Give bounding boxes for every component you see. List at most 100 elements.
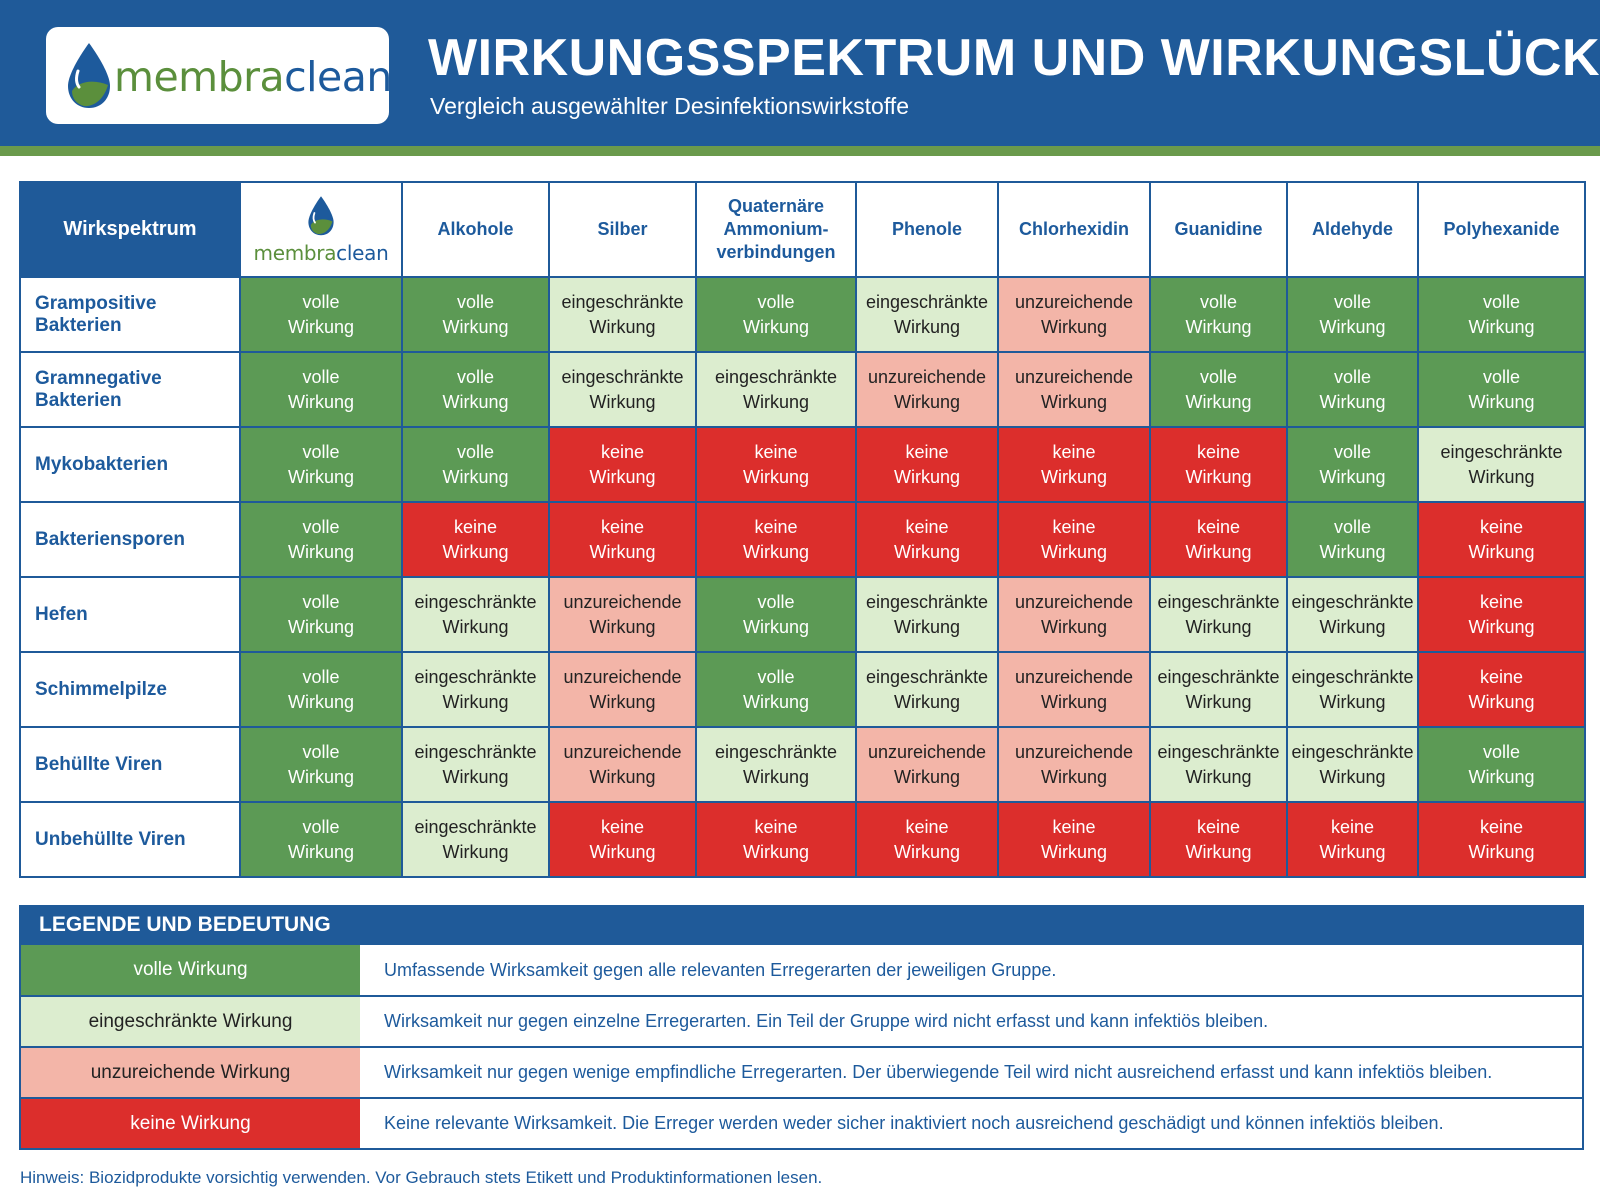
effect-cell-text: eingeschränkte — [1157, 591, 1280, 612]
effect-cell-text: Wirkung — [1468, 841, 1535, 862]
effect-cell-text: eingeschränkte — [865, 666, 989, 687]
effect-cell-limited: eingeschränkte Wirkung — [1149, 576, 1288, 653]
effect-cell-text: Wirkung — [1185, 616, 1252, 637]
effect-cell-limited: eingeschränkte Wirkung — [548, 351, 697, 428]
legend-swatch-full: volle Wirkung — [20, 945, 360, 997]
effect-cell-text: volle — [1333, 516, 1372, 537]
effect-cell-full: volle Wirkung — [1417, 351, 1586, 428]
effect-cell-text: Wirkung — [1040, 466, 1107, 487]
matrix-row: Grampositive Bakterien volle Wirkung volle W… — [19, 276, 1586, 353]
effect-cell-full: volle Wirkung — [239, 651, 403, 728]
effect-cell-text: Wirkung — [1040, 391, 1107, 412]
effect-cell-insufficient: unzureichende Wirkung — [855, 351, 999, 428]
effect-cell-text: Wirkung — [1185, 316, 1252, 337]
effect-cell-text: Wirkung — [893, 616, 960, 637]
effect-cell-text: keine — [453, 516, 498, 537]
effect-cell-insufficient: unzureichende Wirkung — [997, 276, 1151, 353]
effect-cell-text: Wirkung — [742, 616, 809, 637]
effect-cell-none: keine Wirkung — [548, 501, 697, 578]
effect-cell-text: Wirkung — [1468, 391, 1535, 412]
column-header-membraclean: membraclean — [239, 181, 403, 278]
spectrum-matrix: Wirkspektrum membraclean Alkohole Silber… — [19, 181, 1586, 878]
effect-cell-text: keine — [1196, 816, 1241, 837]
legend-description: Umfassende Wirksamkeit gegen alle releva… — [360, 945, 1583, 997]
effect-cell-text: Wirkung — [742, 316, 809, 337]
effect-cell-full: volle Wirkung — [1286, 426, 1419, 503]
column-logo-wordmark: membraclean — [253, 240, 389, 265]
effect-cell-limited: eingeschränkte Wirkung — [1149, 726, 1288, 803]
matrix-row: Bakteriensporen volle Wirkung keine Wirkung k… — [19, 501, 1586, 578]
effect-cell-text: unzureichende — [1014, 291, 1134, 312]
corner-header: Wirkspektrum — [19, 181, 241, 278]
effect-cell-none: keine Wirkung — [1149, 801, 1288, 878]
effect-cell-text: keine — [905, 441, 949, 462]
effect-cell-text: Wirkung — [893, 316, 960, 337]
effect-cell-text: Wirkung — [1319, 316, 1386, 337]
column-header-quats: Quaternäre Ammonium- verbindungen — [695, 181, 857, 278]
effect-cell-text: Wirkung — [742, 466, 809, 487]
effect-cell-limited: eingeschränkte Wirkung — [1286, 651, 1419, 728]
effect-cell-text: volle — [1199, 291, 1238, 312]
row-header: Behüllte Viren — [19, 726, 241, 803]
effect-cell-text: Wirkung — [589, 616, 656, 637]
effect-cell-text: Wirkung — [1319, 841, 1386, 862]
effect-cell-full: volle Wirkung — [695, 651, 857, 728]
effect-cell-text: volle — [1482, 366, 1521, 387]
effect-cell-text: Wirkung — [1468, 316, 1535, 337]
effect-cell-text: eingeschränkte — [414, 741, 537, 762]
legend-swatch-limited: eingeschränkte Wirkung — [20, 996, 360, 1048]
header-line: Quaternäre — [727, 196, 825, 216]
effect-cell-full: volle Wirkung — [1286, 276, 1419, 353]
effect-cell-text: keine — [754, 516, 798, 537]
effect-cell-text: Wirkung — [1468, 766, 1535, 787]
effect-cell-limited: eingeschränkte Wirkung — [1149, 651, 1288, 728]
effect-cell-full: volle Wirkung — [1286, 501, 1419, 578]
matrix-row: Hefen volle Wirkung eingeschränkte Wirkung un… — [19, 576, 1586, 653]
effect-cell-full: volle Wirkung — [239, 726, 403, 803]
effect-cell-text: Wirkung — [1185, 541, 1252, 562]
effect-cell-text: keine — [600, 441, 645, 462]
effect-cell-full: volle Wirkung — [1286, 351, 1419, 428]
column-header-chlorhexidin: Chlorhexidin — [997, 181, 1151, 278]
effect-cell-text: Wirkung — [1319, 691, 1386, 712]
effect-cell-full: volle Wirkung — [239, 426, 403, 503]
effect-cell-text: volle — [302, 366, 340, 387]
effect-cell-text: volle — [757, 591, 795, 612]
effect-cell-full: volle Wirkung — [1417, 276, 1586, 353]
effect-cell-limited: eingeschränkte Wirkung — [695, 726, 857, 803]
effect-cell-text: Wirkung — [1040, 691, 1107, 712]
effect-cell-text: Wirkung — [442, 841, 509, 862]
effect-cell-text: keine — [1052, 816, 1096, 837]
effect-cell-none: keine Wirkung — [695, 501, 857, 578]
effect-cell-insufficient: unzureichende Wirkung — [548, 651, 697, 728]
effect-cell-text: eingeschränkte — [865, 591, 989, 612]
row-header: Unbehüllte Viren — [19, 801, 241, 878]
effect-cell-none: keine Wirkung — [997, 801, 1151, 878]
effect-cell-full: volle Wirkung — [1417, 726, 1586, 803]
effect-cell-limited: eingeschränkte Wirkung — [855, 576, 999, 653]
effect-cell-text: volle — [302, 666, 340, 687]
effect-cell-insufficient: unzureichende Wirkung — [997, 651, 1151, 728]
effect-cell-text: eingeschränkte — [561, 291, 684, 312]
effect-cell-text: Wirkung — [442, 766, 509, 787]
legend-row: volle Wirkung Umfassende Wirksamkeit gege… — [20, 945, 1583, 997]
effect-cell-full: volle Wirkung — [239, 276, 403, 353]
effect-cell-text: Wirkung — [1185, 691, 1252, 712]
effect-cell-text: keine — [1052, 516, 1096, 537]
column-header-phenole: Phenole — [855, 181, 999, 278]
matrix-row: Schimmelpilze volle Wirkung eingeschränkte W… — [19, 651, 1586, 728]
effect-cell-text: keine — [1479, 516, 1524, 537]
effect-cell-none: keine Wirkung — [1417, 801, 1586, 878]
effect-cell-text: Wirkung — [1185, 766, 1252, 787]
effect-cell-text: Wirkung — [287, 766, 354, 787]
effect-cell-text: Wirkung — [589, 466, 656, 487]
effect-cell-text: unzureichende — [563, 741, 682, 762]
effect-cell-text: Wirkung — [1468, 466, 1535, 487]
effect-cell-text: Wirkung — [442, 316, 509, 337]
effect-cell-text: Wirkung — [287, 841, 354, 862]
effect-cell-text: volle — [1482, 291, 1521, 312]
legend-table: volle Wirkung Umfassende Wirksamkeit gege… — [19, 945, 1584, 1150]
effect-cell-text: unzureichende — [1014, 741, 1134, 762]
effect-cell-text: Wirkung — [287, 391, 354, 412]
effect-cell-text: Wirkung — [1040, 316, 1107, 337]
